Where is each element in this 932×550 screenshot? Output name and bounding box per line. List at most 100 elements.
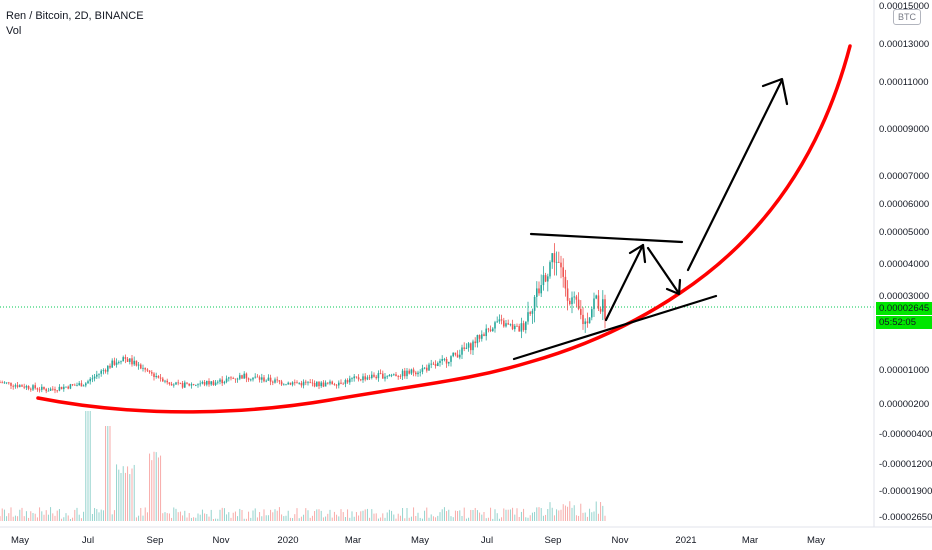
candle-body xyxy=(153,373,155,377)
y-tick-label: -0.00001200 xyxy=(879,459,932,470)
candle-body xyxy=(417,372,419,375)
x-tick-label: Mar xyxy=(345,535,361,546)
candle-body xyxy=(329,381,331,384)
candle-body xyxy=(278,380,281,382)
candle-body xyxy=(16,385,19,387)
candle-body xyxy=(419,371,421,373)
candle-body xyxy=(514,325,516,330)
arrow-down-head xyxy=(665,278,682,296)
y-tick-label: 0.00004000 xyxy=(879,259,929,270)
candle-body xyxy=(52,388,54,390)
candle-body xyxy=(206,380,208,385)
candle-body xyxy=(267,377,270,381)
candle-body xyxy=(274,379,276,383)
y-tick-label: -0.00002650 xyxy=(879,512,932,523)
candle-body xyxy=(311,382,314,384)
arrow-up-2 xyxy=(686,78,784,272)
candle-body xyxy=(89,378,91,382)
candle-body xyxy=(399,376,402,377)
candle-body xyxy=(450,356,452,362)
candle-body xyxy=(357,377,360,380)
candle-body xyxy=(162,378,164,382)
volume-label: Vol xyxy=(6,25,22,37)
candle-body xyxy=(430,363,432,365)
candle-body xyxy=(542,275,545,286)
y-tick-label: 0.00013000 xyxy=(879,39,929,50)
candle-body xyxy=(71,384,74,386)
candle-body xyxy=(412,369,415,373)
candle-body xyxy=(520,323,523,332)
candle-body xyxy=(181,383,184,388)
candle-body xyxy=(175,382,177,385)
time-axis[interactable]: May Jul Sep Nov 2020 Mar May Jul Sep Nov 2021 Mar Ma… xyxy=(11,535,825,546)
candle-body xyxy=(307,382,309,384)
candle-body xyxy=(239,375,241,379)
arrow-down xyxy=(646,246,680,294)
candle-body xyxy=(349,378,351,383)
candle-body xyxy=(49,388,52,391)
candle-body xyxy=(0,382,1,384)
candle-body xyxy=(494,322,496,329)
candle-body xyxy=(269,377,272,382)
candle-body xyxy=(327,382,329,384)
candle-body xyxy=(500,319,503,321)
candle-body xyxy=(390,374,393,376)
candle-body xyxy=(443,358,446,360)
candle-body xyxy=(100,370,102,374)
arrow-up-2-head xyxy=(761,77,789,106)
y-tick-label: -0.00001900 xyxy=(879,486,932,497)
candle-body xyxy=(377,373,380,379)
candle-body xyxy=(384,376,386,379)
candle-body xyxy=(234,378,237,380)
candle-body xyxy=(214,382,217,385)
candle-body xyxy=(316,381,318,387)
candle-body xyxy=(584,321,586,325)
x-tick-label: May xyxy=(807,535,825,546)
candle-body xyxy=(230,377,232,379)
candle-body xyxy=(38,389,41,391)
candle-body xyxy=(305,381,307,383)
candle-body xyxy=(109,365,111,368)
candle-body xyxy=(566,288,569,301)
candle-body xyxy=(441,358,443,361)
candle-body xyxy=(509,324,512,326)
x-tick-label: Jul xyxy=(82,535,94,546)
candle-body xyxy=(45,389,47,392)
candle-body xyxy=(368,377,371,379)
candle-body xyxy=(155,375,157,377)
candle-body xyxy=(472,341,474,351)
candle-body xyxy=(582,314,584,325)
candle-body xyxy=(168,382,171,384)
candle-body xyxy=(228,377,230,379)
candle-body xyxy=(243,373,245,379)
candle-body xyxy=(342,383,344,385)
candle-body xyxy=(30,388,32,390)
candle-body xyxy=(529,312,531,314)
candle-body xyxy=(236,378,239,380)
candle-body xyxy=(558,261,560,263)
candle-body xyxy=(252,377,254,380)
candle-body xyxy=(65,386,67,388)
y-tick-label: 0.00015000 xyxy=(879,1,929,12)
candle-body xyxy=(69,384,72,389)
candle-body xyxy=(56,390,58,392)
x-tick-label: Mar xyxy=(742,535,758,546)
currency-badge[interactable]: BTC xyxy=(893,9,921,25)
candle-body xyxy=(201,382,204,384)
candle-body xyxy=(553,253,556,263)
candle-body xyxy=(60,386,63,390)
candle-body xyxy=(34,385,36,389)
candle-body xyxy=(199,383,201,385)
candle-body xyxy=(575,296,578,300)
candle-body xyxy=(223,381,226,384)
candle-body xyxy=(393,374,395,376)
candle-body xyxy=(254,376,256,378)
candle-body xyxy=(544,275,547,282)
candle-body xyxy=(538,288,540,294)
candle-body xyxy=(25,385,28,388)
candle-body xyxy=(401,370,404,377)
candle-body xyxy=(397,376,399,377)
candle-body xyxy=(540,285,542,294)
candle-body xyxy=(91,378,94,380)
